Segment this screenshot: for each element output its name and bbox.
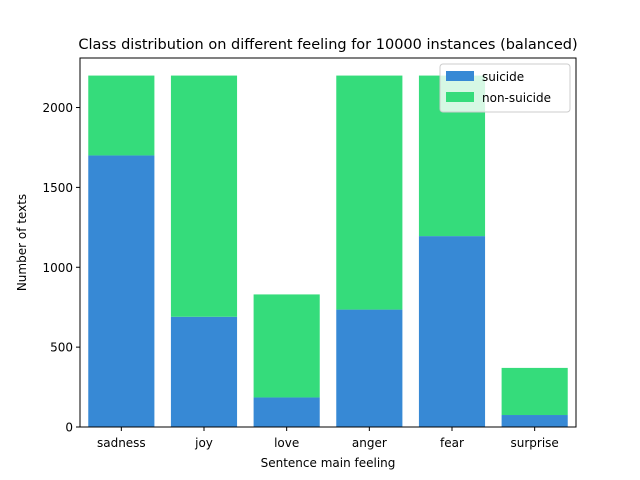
axes-frame: [79, 57, 577, 428]
x-tick-label: anger: [352, 436, 387, 450]
x-tick-label: surprise: [511, 436, 559, 450]
bar-non-suicide-love: [253, 294, 320, 398]
y-tick-label: 1500: [42, 181, 73, 195]
y-tick-label: 500: [50, 341, 73, 355]
bar-non-suicide-joy: [170, 75, 238, 317]
x-tick-label: love: [274, 436, 299, 450]
y-tick-label: 0: [65, 421, 73, 435]
bar-non-suicide-anger: [336, 75, 403, 310]
bar-suicide-anger: [336, 309, 403, 427]
x-tick-label: sadness: [97, 436, 146, 450]
legend-swatch-suicide: [446, 71, 474, 81]
bar-non-suicide-sadness: [88, 75, 155, 156]
plot-area: [88, 75, 568, 427]
y-tick-label: 1000: [42, 261, 73, 275]
bar-suicide-sadness: [88, 155, 155, 427]
legend-label-non-suicide: non-suicide: [482, 91, 551, 105]
legend: suicide non-suicide: [439, 63, 571, 113]
bar-suicide-love: [253, 397, 320, 427]
bar-suicide-surprise: [501, 415, 568, 427]
x-axis-label: Sentence main feeling: [261, 456, 396, 470]
x-tick-label: fear: [440, 436, 464, 450]
y-axis: 0 500 1000 1500 2000: [42, 101, 80, 435]
bar-suicide-fear: [418, 236, 486, 427]
bar-suicide-joy: [170, 316, 238, 427]
x-axis: sadness joy love anger fear surprise: [97, 427, 559, 450]
legend-swatch-non-suicide: [446, 92, 474, 102]
bar-non-suicide-surprise: [501, 367, 568, 416]
y-tick-label: 2000: [42, 101, 73, 115]
chart-title: Class distribution on different feeling …: [78, 37, 577, 53]
x-tick-label: joy: [194, 436, 213, 450]
legend-label-suicide: suicide: [482, 70, 524, 84]
y-axis-label: Number of texts: [15, 194, 29, 291]
